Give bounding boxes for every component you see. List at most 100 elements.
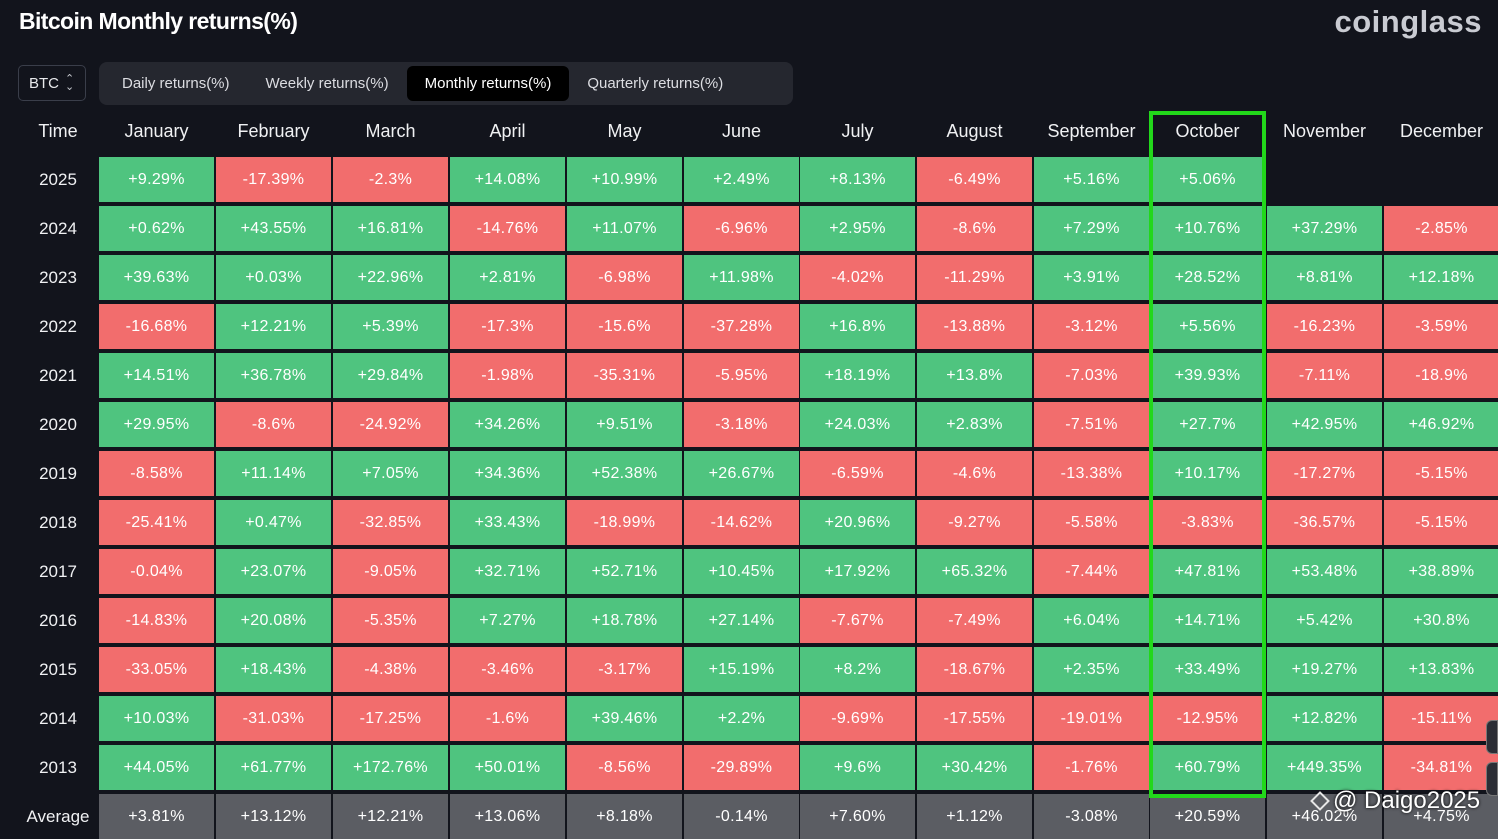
page-title: Bitcoin Monthly returns(%)	[19, 8, 298, 34]
return-cell: +449.35%	[1267, 745, 1382, 790]
return-cell: +27.7%	[1150, 402, 1265, 447]
return-cell: -2.3%	[333, 157, 448, 202]
tab-monthly-returns[interactable]: Monthly returns(%)	[406, 66, 570, 101]
average-cell: +12.21%	[333, 794, 448, 839]
return-cell: -33.05%	[99, 647, 214, 692]
column-header-april[interactable]: April	[489, 120, 526, 141]
return-cell: +10.03%	[99, 696, 214, 741]
return-cell: +14.51%	[99, 353, 214, 398]
return-cell: +0.03%	[216, 255, 331, 300]
return-cell: -7.11%	[1267, 353, 1382, 398]
column-header-february[interactable]: February	[237, 120, 310, 141]
return-cell: +24.03%	[800, 402, 915, 447]
return-cell: +33.43%	[450, 500, 565, 545]
tab-quarterly-returns[interactable]: Quarterly returns(%)	[587, 75, 724, 92]
return-cell: -4.02%	[800, 255, 915, 300]
return-cell: -32.85%	[333, 500, 448, 545]
return-cell: -4.6%	[917, 451, 1032, 496]
column-header-time: Time	[38, 120, 78, 141]
scroll-edge-button[interactable]	[1486, 762, 1498, 796]
return-cell: +13.8%	[917, 353, 1032, 398]
return-cell: +6.04%	[1034, 598, 1149, 643]
average-cell: +7.60%	[800, 794, 915, 839]
return-cell: +5.39%	[333, 304, 448, 349]
return-cell: -18.99%	[567, 500, 682, 545]
return-cell: -17.27%	[1267, 451, 1382, 496]
column-header-may[interactable]: May	[607, 120, 642, 141]
row-year-label: 2018	[39, 512, 77, 532]
average-cell: +8.18%	[567, 794, 682, 839]
return-cell: -17.55%	[917, 696, 1032, 741]
return-cell: -13.88%	[917, 304, 1032, 349]
column-header-december[interactable]: December	[1399, 120, 1484, 141]
row-year-label: 2015	[39, 659, 77, 679]
row-year-label: 2024	[39, 218, 77, 238]
return-cell: +10.99%	[567, 157, 682, 202]
return-cell: +29.95%	[99, 402, 214, 447]
return-cell: -7.44%	[1034, 549, 1149, 594]
return-cell: +30.8%	[1384, 598, 1498, 643]
column-header-june[interactable]: June	[721, 120, 762, 141]
return-cell: -8.58%	[99, 451, 214, 496]
return-cell: +39.63%	[99, 255, 214, 300]
return-cell: -15.6%	[567, 304, 682, 349]
return-cell: -19.01%	[1034, 696, 1149, 741]
column-header-november[interactable]: November	[1282, 120, 1367, 141]
column-header-july[interactable]: July	[841, 120, 874, 141]
return-cell: -3.17%	[567, 647, 682, 692]
return-cell: -5.35%	[333, 598, 448, 643]
tab-weekly-returns[interactable]: Weekly returns(%)	[265, 75, 389, 92]
return-cell: -34.81%	[1384, 745, 1498, 790]
average-cell: +13.06%	[450, 794, 565, 839]
average-cell: -3.08%	[1034, 794, 1149, 839]
average-cell: -0.14%	[684, 794, 799, 839]
return-cell: +9.6%	[800, 745, 915, 790]
return-cell: +2.2%	[684, 696, 799, 741]
return-cell: +16.81%	[333, 206, 448, 251]
return-cell: +7.27%	[450, 598, 565, 643]
return-cell: +10.45%	[684, 549, 799, 594]
column-header-march[interactable]: March	[365, 120, 416, 141]
return-cell: -5.58%	[1034, 500, 1149, 545]
return-cell: -3.59%	[1384, 304, 1498, 349]
column-header-october[interactable]: October	[1175, 120, 1240, 141]
return-cell: +26.67%	[684, 451, 799, 496]
column-header-august[interactable]: August	[946, 120, 1003, 141]
return-cell: -3.46%	[450, 647, 565, 692]
return-cell: -7.03%	[1034, 353, 1149, 398]
return-cell: +5.06%	[1150, 157, 1265, 202]
return-cell: -18.9%	[1384, 353, 1498, 398]
tab-daily-returns[interactable]: Daily returns(%)	[122, 75, 230, 92]
return-cell: +5.16%	[1034, 157, 1149, 202]
column-header-september[interactable]: September	[1047, 120, 1136, 141]
return-cell: -7.67%	[800, 598, 915, 643]
return-cell: -9.05%	[333, 549, 448, 594]
return-cell: +23.07%	[216, 549, 331, 594]
brand-logo: coinglass	[1334, 4, 1482, 39]
return-cell: +32.71%	[450, 549, 565, 594]
return-cell: +17.92%	[800, 549, 915, 594]
return-cell: +20.08%	[216, 598, 331, 643]
return-cell: +18.43%	[216, 647, 331, 692]
row-year-label: 2025	[39, 169, 77, 189]
return-cell: -1.6%	[450, 696, 565, 741]
scroll-edge-button[interactable]	[1486, 720, 1498, 754]
return-cell: +43.55%	[216, 206, 331, 251]
return-cell: +11.07%	[567, 206, 682, 251]
return-cell: +53.48%	[1267, 549, 1382, 594]
return-cell: +52.38%	[567, 451, 682, 496]
return-cell: -6.96%	[684, 206, 799, 251]
diamond-logo-icon	[1310, 791, 1330, 811]
return-cell: -3.18%	[684, 402, 799, 447]
return-cell: +33.49%	[1150, 647, 1265, 692]
return-cell: -25.41%	[99, 500, 214, 545]
coin-select[interactable]: BTC ⌃ ⌄	[18, 65, 86, 101]
return-cell: +34.36%	[450, 451, 565, 496]
return-cell: +2.49%	[684, 157, 799, 202]
return-cell: -3.12%	[1034, 304, 1149, 349]
row-year-label: 2021	[39, 365, 77, 385]
return-cell: -5.15%	[1384, 500, 1498, 545]
return-cell: -31.03%	[216, 696, 331, 741]
return-cell: -14.83%	[99, 598, 214, 643]
column-header-january[interactable]: January	[124, 120, 189, 141]
